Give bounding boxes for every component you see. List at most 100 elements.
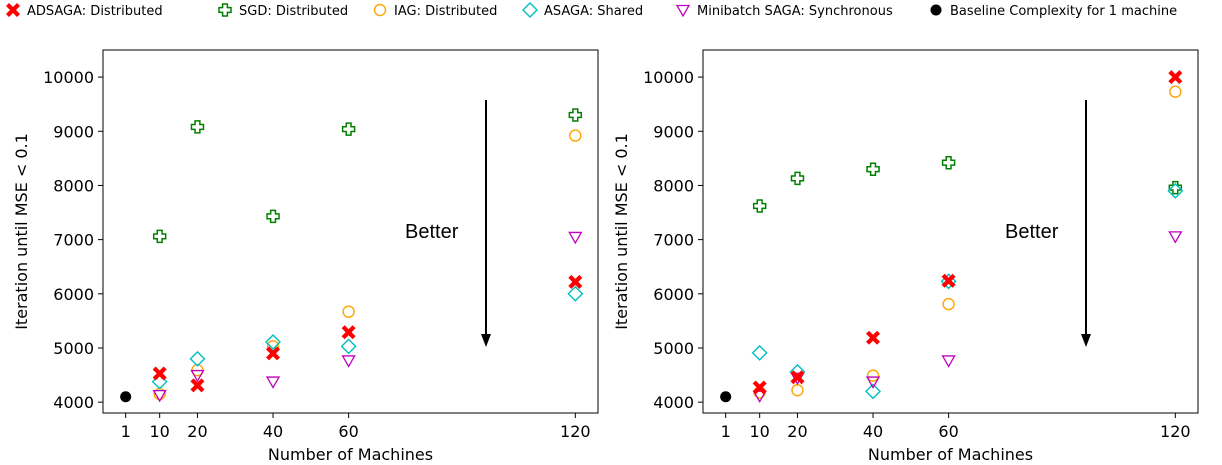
data-point bbox=[341, 325, 356, 340]
annotation-better: Better bbox=[1005, 221, 1059, 243]
data-point bbox=[791, 384, 804, 397]
data-point bbox=[569, 129, 582, 142]
data-point bbox=[152, 389, 167, 403]
y-axis-label: Iteration until MSE < 0.1 bbox=[612, 133, 631, 330]
legend-label: ADSAGA: Distributed bbox=[27, 4, 163, 19]
x-tick-label: 20 bbox=[187, 422, 207, 441]
data-point bbox=[752, 390, 767, 403]
y-tick-label: 5000 bbox=[653, 339, 694, 358]
data-point bbox=[152, 366, 167, 381]
x-tick-label: 60 bbox=[938, 422, 958, 441]
y-axis-label: Iteration until MSE < 0.1 bbox=[12, 133, 31, 330]
y-tick-label: 6000 bbox=[653, 285, 694, 304]
x-tick-label: 10 bbox=[149, 422, 169, 441]
legend-label: IAG: Distributed bbox=[394, 4, 497, 19]
data-point bbox=[189, 350, 206, 367]
data-point bbox=[790, 171, 805, 186]
data-point bbox=[720, 391, 732, 403]
circle-hollow-icon bbox=[373, 3, 387, 17]
data-point bbox=[866, 369, 880, 382]
data-point bbox=[790, 370, 805, 385]
data-point bbox=[1168, 70, 1183, 85]
triangle-down-hollow-icon bbox=[675, 4, 691, 18]
data-point bbox=[568, 274, 583, 289]
y-tick-label: 7000 bbox=[53, 231, 94, 250]
data-point bbox=[865, 383, 882, 400]
data-point bbox=[152, 229, 167, 244]
x-tick-label: 60 bbox=[338, 422, 358, 441]
data-point bbox=[866, 330, 881, 345]
data-point bbox=[265, 334, 282, 351]
legend-label: Baseline Complexity for 1 machine bbox=[950, 4, 1177, 19]
data-point bbox=[567, 285, 584, 302]
data-point bbox=[866, 162, 880, 176]
data-point bbox=[341, 355, 356, 368]
x-axis-label: Number of Machines bbox=[268, 445, 433, 464]
data-point bbox=[341, 122, 356, 136]
circle-filled-icon bbox=[930, 4, 942, 16]
y-tick-label: 9000 bbox=[53, 122, 94, 141]
y-tick-label: 10000 bbox=[643, 68, 694, 87]
legend-label: SGD: Distributed bbox=[239, 4, 348, 19]
legend-item: Baseline Complexity for 1 machine bbox=[930, 4, 1177, 19]
y-tick-label: 6000 bbox=[53, 285, 94, 304]
x-tick-label: 20 bbox=[787, 422, 807, 441]
data-point bbox=[941, 155, 956, 170]
data-point bbox=[190, 120, 205, 134]
data-point bbox=[1168, 180, 1183, 195]
x-tick-label: 1 bbox=[721, 422, 731, 441]
better-arrow-head bbox=[481, 334, 491, 347]
y-tick-label: 7000 bbox=[653, 231, 694, 250]
plot-frame bbox=[102, 49, 599, 414]
plus-hollow-icon bbox=[218, 3, 232, 17]
y-tick-label: 10000 bbox=[43, 68, 94, 87]
data-point bbox=[941, 273, 956, 288]
legend-item: SGD: Distributed bbox=[218, 3, 348, 19]
x-axis-label: Number of Machines bbox=[868, 445, 1033, 464]
legend-item: IAG: Distributed bbox=[373, 3, 497, 19]
data-point bbox=[1169, 85, 1182, 98]
legend-label: Minibatch SAGA: Synchronous bbox=[697, 4, 893, 19]
y-tick-label: 4000 bbox=[53, 393, 94, 412]
plot-frame bbox=[702, 49, 1199, 414]
data-point bbox=[1168, 231, 1183, 244]
data-point bbox=[751, 344, 768, 361]
x-tick-label: 40 bbox=[263, 422, 283, 441]
chart-panel: 1 10 20 40 60 120 4000 5000 6000 7000 8000 9000 1000… bbox=[612, 49, 1199, 464]
diamond-hollow-icon bbox=[522, 2, 538, 18]
y-tick-label: 5000 bbox=[53, 339, 94, 358]
data-point bbox=[941, 355, 956, 368]
data-point bbox=[266, 346, 281, 361]
y-tick-label: 8000 bbox=[53, 176, 94, 195]
legend-item: ADSAGA: Distributed bbox=[6, 3, 163, 19]
x-tick-label: 1 bbox=[121, 422, 131, 441]
x-tick-label: 120 bbox=[1160, 422, 1191, 441]
data-point bbox=[120, 391, 132, 403]
y-tick-label: 4000 bbox=[653, 393, 694, 412]
data-point bbox=[190, 378, 205, 393]
data-point bbox=[568, 108, 583, 122]
x-filled-icon bbox=[6, 3, 20, 17]
better-arrow-head bbox=[1081, 334, 1091, 347]
data-point bbox=[1167, 182, 1184, 199]
data-point bbox=[190, 369, 205, 383]
data-point bbox=[752, 199, 767, 213]
annotation-better: Better bbox=[405, 221, 459, 243]
y-tick-label: 8000 bbox=[653, 176, 694, 195]
data-point bbox=[265, 376, 281, 389]
legend-label: ASAGA: Shared bbox=[544, 4, 643, 19]
legend-item: ASAGA: Shared bbox=[522, 2, 643, 19]
data-point bbox=[340, 338, 357, 355]
chart-panel: 1 10 20 40 60 120 4000 5000 6000 7000 8000 9000 1000… bbox=[12, 49, 599, 464]
legend-item: Minibatch SAGA: Synchronous bbox=[675, 4, 893, 19]
x-tick-label: 10 bbox=[749, 422, 769, 441]
data-point bbox=[752, 380, 767, 395]
data-point bbox=[568, 231, 583, 245]
data-point bbox=[266, 209, 280, 224]
x-tick-label: 120 bbox=[560, 422, 591, 441]
y-tick-label: 9000 bbox=[653, 122, 694, 141]
data-point bbox=[942, 297, 955, 311]
x-tick-label: 40 bbox=[863, 422, 883, 441]
data-point bbox=[865, 376, 881, 389]
